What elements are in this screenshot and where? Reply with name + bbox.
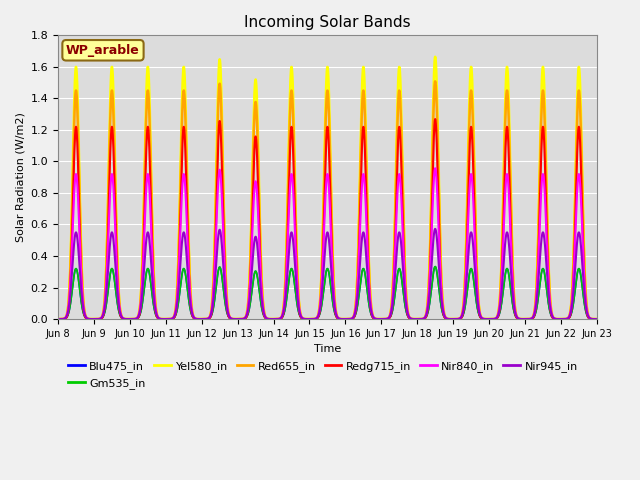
- Yel580_in: [148, 181, 156, 187]
- Red655_in: [431, 79, 439, 84]
- Nir840_in: [148, 234, 156, 240]
- Redg715_in: [284, 217, 292, 223]
- Blu475_in: [582, 311, 590, 316]
- Nir945_in: [582, 307, 590, 312]
- Redg715_in: [525, 316, 532, 322]
- Yel580_in: [260, 312, 268, 317]
- Red655_in: [54, 316, 62, 322]
- Redg715_in: [593, 316, 601, 322]
- Yel580_in: [525, 316, 532, 322]
- Line: Red655_in: Red655_in: [58, 82, 597, 319]
- Nir945_in: [260, 313, 268, 319]
- Line: Redg715_in: Redg715_in: [58, 119, 597, 319]
- Blu475_in: [260, 314, 268, 320]
- Blu475_in: [431, 264, 439, 269]
- Blu475_in: [525, 316, 532, 322]
- Yel580_in: [593, 316, 601, 322]
- Title: Incoming Solar Bands: Incoming Solar Bands: [244, 15, 411, 30]
- Line: Yel580_in: Yel580_in: [58, 57, 597, 319]
- Nir945_in: [431, 226, 439, 232]
- Red655_in: [148, 194, 156, 200]
- Gm535_in: [54, 316, 62, 322]
- Nir840_in: [284, 231, 292, 237]
- Red655_in: [284, 190, 292, 195]
- Gm535_in: [525, 316, 532, 322]
- Nir840_in: [431, 166, 439, 171]
- Blu475_in: [284, 285, 292, 291]
- Text: WP_arable: WP_arable: [66, 44, 140, 57]
- Gm535_in: [116, 311, 124, 316]
- Nir945_in: [284, 263, 292, 268]
- Line: Gm535_in: Gm535_in: [58, 266, 597, 319]
- Nir945_in: [525, 316, 532, 322]
- Line: Blu475_in: Blu475_in: [58, 266, 597, 319]
- Gm535_in: [260, 314, 268, 320]
- Nir945_in: [593, 316, 601, 322]
- X-axis label: Time: Time: [314, 344, 341, 354]
- Gm535_in: [582, 311, 590, 316]
- Blu475_in: [148, 286, 156, 292]
- Yel580_in: [54, 316, 62, 322]
- Red655_in: [593, 316, 601, 322]
- Legend: Blu475_in, Gm535_in, Yel580_in, Red655_in, Redg715_in, Nir840_in, Nir945_in: Blu475_in, Gm535_in, Yel580_in, Red655_i…: [63, 357, 582, 393]
- Blu475_in: [54, 316, 62, 322]
- Line: Nir945_in: Nir945_in: [58, 229, 597, 319]
- Redg715_in: [431, 116, 439, 122]
- Yel580_in: [116, 300, 124, 306]
- Gm535_in: [284, 285, 292, 291]
- Redg715_in: [116, 307, 124, 313]
- Red655_in: [116, 301, 124, 307]
- Blu475_in: [116, 311, 124, 316]
- Gm535_in: [148, 286, 156, 292]
- Red655_in: [260, 312, 268, 318]
- Nir840_in: [593, 316, 601, 322]
- Redg715_in: [54, 316, 62, 322]
- Nir840_in: [260, 312, 268, 318]
- Y-axis label: Solar Radiation (W/m2): Solar Radiation (W/m2): [15, 112, 25, 242]
- Gm535_in: [593, 316, 601, 322]
- Line: Nir840_in: Nir840_in: [58, 168, 597, 319]
- Nir840_in: [525, 316, 532, 322]
- Redg715_in: [582, 307, 590, 313]
- Red655_in: [582, 301, 590, 307]
- Nir840_in: [54, 316, 62, 322]
- Red655_in: [525, 316, 532, 322]
- Blu475_in: [593, 316, 601, 322]
- Yel580_in: [284, 177, 292, 182]
- Gm535_in: [431, 264, 439, 269]
- Redg715_in: [260, 314, 268, 320]
- Nir840_in: [116, 304, 124, 310]
- Yel580_in: [431, 54, 439, 60]
- Nir945_in: [54, 316, 62, 322]
- Nir945_in: [116, 307, 124, 312]
- Redg715_in: [148, 221, 156, 227]
- Nir945_in: [148, 264, 156, 270]
- Nir840_in: [582, 303, 590, 309]
- Yel580_in: [582, 300, 590, 305]
